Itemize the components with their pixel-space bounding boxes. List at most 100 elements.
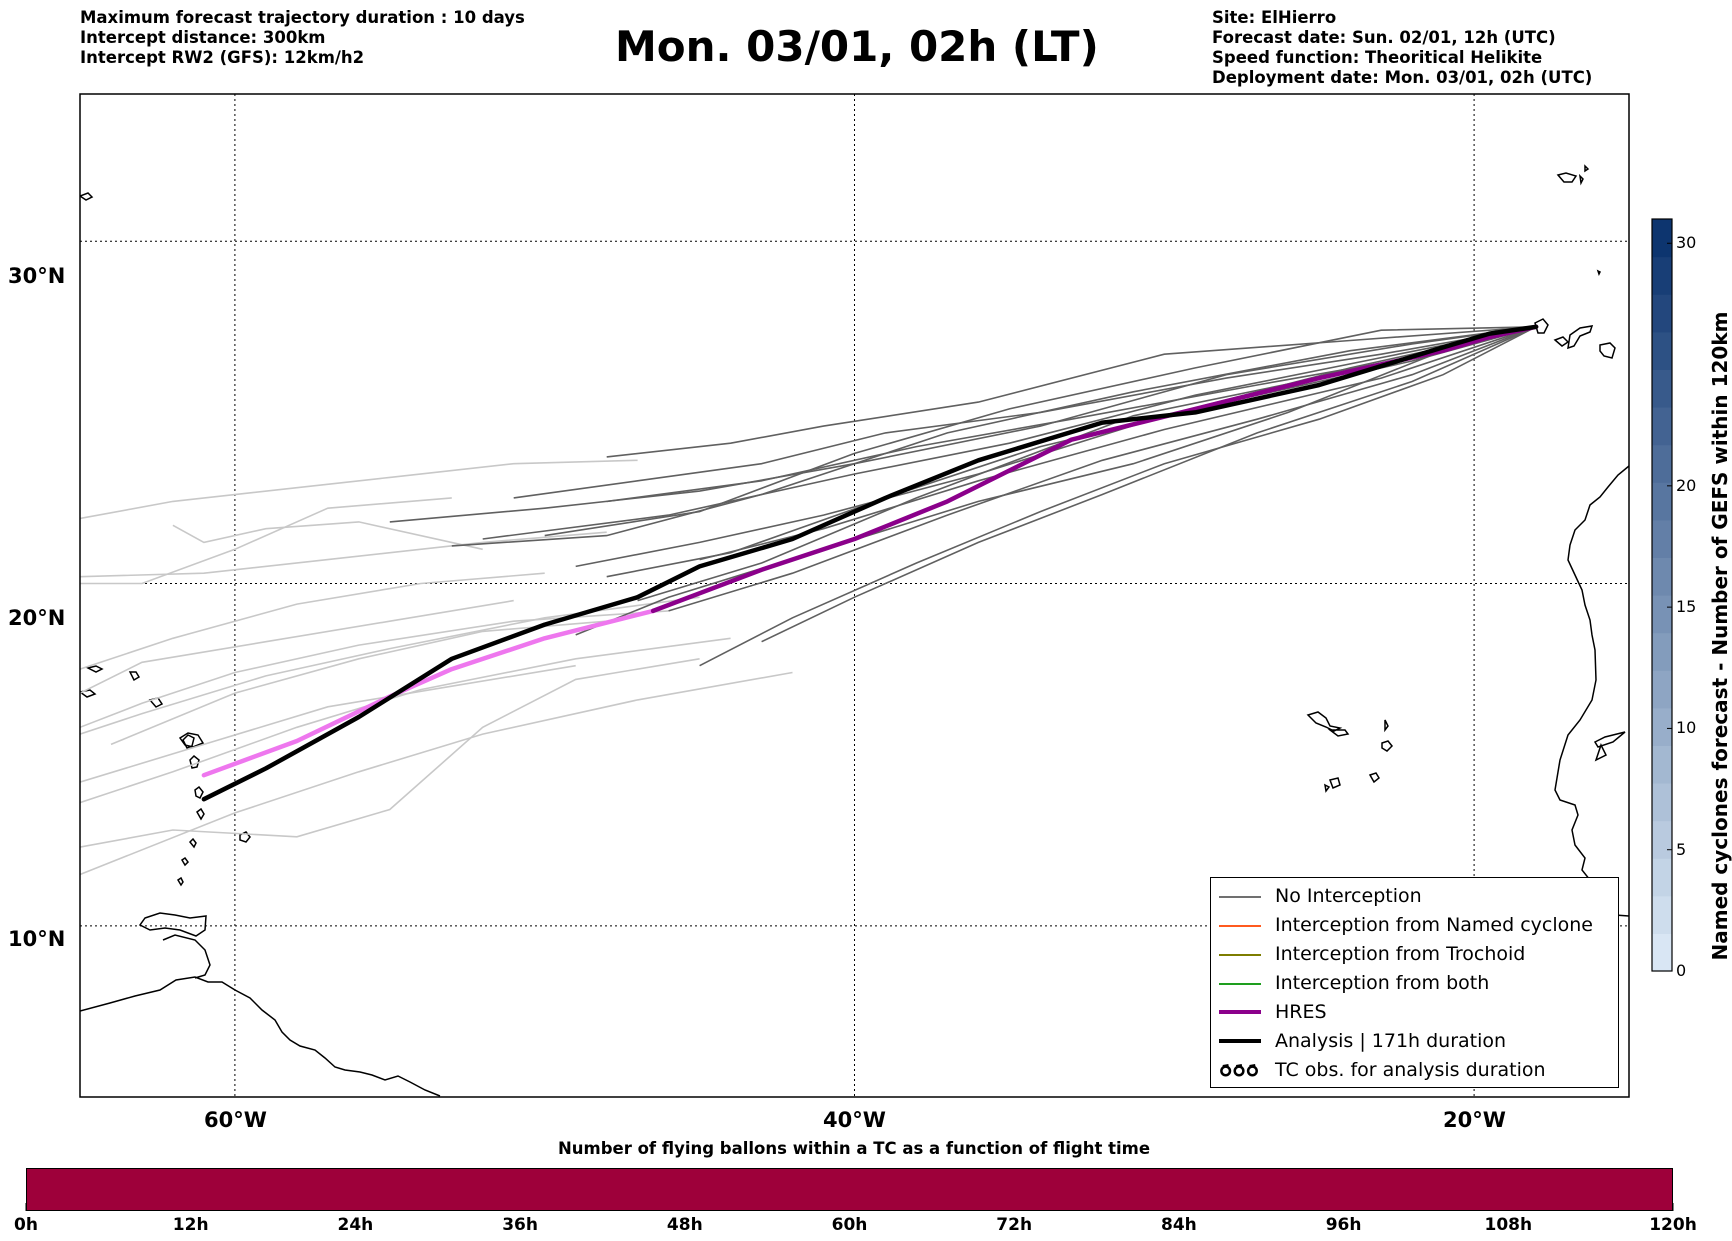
flight-time-colorbar xyxy=(26,1168,1673,1211)
lesser-antilles-4 xyxy=(196,807,205,821)
legend-swatch xyxy=(1219,983,1261,985)
legend-item-analysis: Analysis | 171h duration xyxy=(1211,1027,1618,1056)
ensemble-track xyxy=(606,326,1537,578)
site-info: Site: ElHierro Forecast date: Sun. 02/01… xyxy=(1212,8,1592,88)
lesser-antilles-7 xyxy=(176,876,184,887)
ensemble-track xyxy=(699,326,1537,667)
colorbar-segment xyxy=(1652,444,1672,483)
time-tick-0h: 0h xyxy=(14,1215,38,1235)
legend-label: Interception from both xyxy=(1275,972,1490,994)
colorbar-segment xyxy=(1652,595,1672,634)
ensemble-light-tracks xyxy=(80,459,793,876)
time-tick-24h: 24h xyxy=(337,1215,374,1235)
ensemble-track-light xyxy=(80,497,452,585)
colorbar-segment xyxy=(1652,745,1672,784)
lesser-antilles-1 xyxy=(182,734,195,749)
colorbar-tickmarks xyxy=(1667,242,1672,972)
colorbar-segment xyxy=(1652,707,1672,746)
legend-label: Interception from Named cyclone xyxy=(1275,914,1593,936)
time-tick-36h: 36h xyxy=(502,1215,538,1235)
ensemble-track-light xyxy=(80,459,638,520)
analysis-track-group xyxy=(201,324,1539,802)
colorbar-segment xyxy=(1652,933,1672,972)
ensemble-track-light xyxy=(80,531,607,578)
legend-item-no-interception: No Interception xyxy=(1211,882,1618,911)
ensemble-track xyxy=(668,326,1537,612)
colorbar-segment xyxy=(1652,407,1672,446)
south-america-coast xyxy=(80,976,441,1097)
ensemble-track xyxy=(575,326,1537,636)
lesser-antilles-3 xyxy=(194,785,204,800)
legend-item-named-cyclone: Interception from Named cyclone xyxy=(1211,911,1618,940)
barbados xyxy=(239,831,251,843)
legend-swatch xyxy=(1219,1010,1261,1014)
virgin-islands xyxy=(80,665,164,708)
colorbar-tick-10: 10 xyxy=(1676,718,1697,738)
colorbar-tick-30: 30 xyxy=(1676,233,1697,253)
flight-time-title: Number of flying ballons within a TC as … xyxy=(557,1139,1151,1158)
ensemble-track xyxy=(606,326,1537,458)
legend-label: TC obs. for analysis duration xyxy=(1275,1059,1546,1081)
hres-track xyxy=(650,324,1539,614)
legend-item-both: Interception from both xyxy=(1211,969,1618,998)
ensemble-track-light xyxy=(80,671,793,876)
time-tick-84h: 84h xyxy=(1161,1215,1197,1235)
ensemble-track xyxy=(389,326,1537,523)
trinidad-coast xyxy=(138,912,207,937)
colorbar-tick-20: 20 xyxy=(1676,475,1697,495)
legend-swatch xyxy=(1219,896,1261,898)
lat-label-10n: 10°N xyxy=(8,927,66,951)
map-plot-area xyxy=(80,94,1629,1097)
colorbar-segment xyxy=(1652,256,1672,295)
time-tick-120h: 120h xyxy=(1649,1215,1697,1235)
colorbar-segment xyxy=(1652,331,1672,370)
colorbar-segment xyxy=(1652,820,1672,859)
coastlines xyxy=(80,164,1629,1097)
intercept-rw2-text: Intercept RW2 (GFS): 12km/h2 xyxy=(80,48,365,67)
colorbar-tick-15: 15 xyxy=(1676,597,1697,617)
analysis-track xyxy=(201,324,1539,802)
legend-item-hres: HRES xyxy=(1211,998,1618,1027)
ensemble-track-light xyxy=(80,637,731,804)
speed-function-text: Speed function: Theoritical Helikite xyxy=(1212,48,1543,67)
forecast-settings: Maximum forecast trajectory duration : 1… xyxy=(80,8,525,68)
ensemble-track xyxy=(544,326,1537,537)
legend-item-tc-obs: TC obs. for analysis duration xyxy=(1211,1056,1618,1085)
lesser-antilles-6 xyxy=(180,856,189,867)
page-title: Mon. 03/01, 02h (LT) xyxy=(615,22,1099,71)
colorbar-segment xyxy=(1652,557,1672,596)
africa-coast xyxy=(1554,465,1629,917)
venezuela-peninsula xyxy=(162,934,211,979)
ensemble-track xyxy=(513,326,1537,499)
time-tick-72h: 72h xyxy=(996,1215,1033,1235)
time-tick-48h: 48h xyxy=(666,1215,703,1235)
legend-label: HRES xyxy=(1275,1001,1327,1023)
ensemble-track-light xyxy=(80,610,669,729)
colorbar-frame xyxy=(1651,218,1673,972)
selvagens xyxy=(1596,269,1602,276)
legend: No Interception Interception from Named … xyxy=(1210,877,1619,1088)
lesser-antilles-2 xyxy=(189,754,200,769)
colorbar-tick-5: 5 xyxy=(1676,839,1687,859)
ensemble-track-light xyxy=(110,620,607,746)
lon-label-20w: 20°W xyxy=(1443,1108,1506,1132)
cyclone-colorbar xyxy=(1651,218,1673,972)
canary-islands xyxy=(1534,318,1616,359)
ensemble-track xyxy=(482,326,1537,540)
cape-verde xyxy=(1306,711,1394,793)
legend-label: Interception from Trochoid xyxy=(1275,943,1526,965)
ensemble-track-light xyxy=(80,658,700,848)
hres-track-light xyxy=(201,608,656,778)
ensemble-track-light xyxy=(80,664,576,783)
legend-swatch xyxy=(1219,925,1261,927)
legend-swatch xyxy=(1219,954,1261,956)
colorbar-segment xyxy=(1652,519,1672,558)
colorbar-segment xyxy=(1652,219,1672,258)
ensemble-track-light xyxy=(172,521,483,551)
map-frame xyxy=(79,93,1630,1098)
intercept-distance-text: Intercept distance: 300km xyxy=(80,28,326,47)
colorbar-segment xyxy=(1652,858,1672,897)
ensemble-track-light xyxy=(80,572,545,670)
lon-label-40w: 40°W xyxy=(823,1108,886,1132)
